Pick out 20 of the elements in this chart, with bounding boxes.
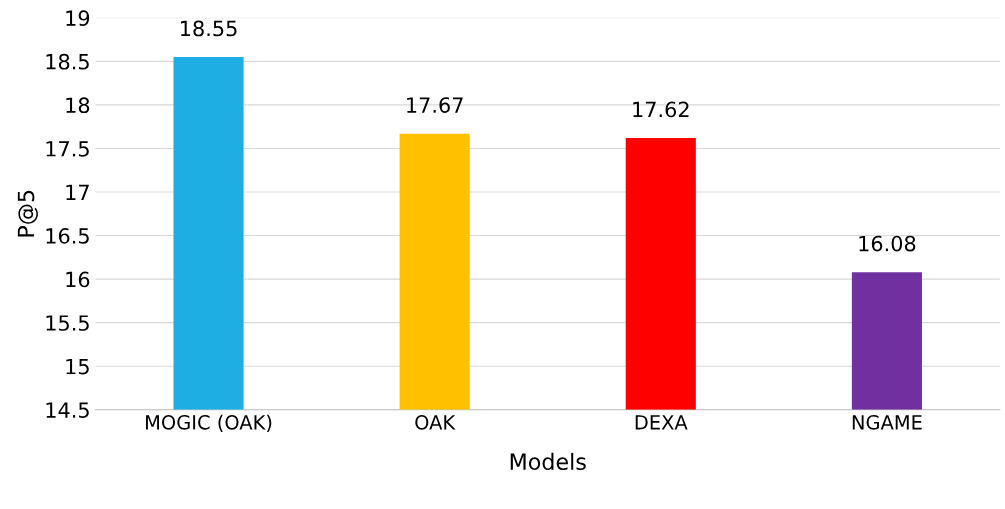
x-tick-label: DEXA: [635, 415, 688, 430]
x-tick-label: NGAME: [852, 414, 922, 430]
y-tick-label: 15.5: [46, 315, 89, 331]
data-label: 17.62: [633, 101, 689, 118]
data-label: 17.67: [407, 97, 463, 113]
y-tick-label: 18: [66, 97, 90, 114]
y-tick-label: 18.5: [46, 53, 89, 70]
x-tick-label: MOGIC (OAK): [146, 414, 272, 432]
data-label: 18.55: [181, 20, 237, 37]
y-tick-label: 16: [66, 271, 90, 288]
y-axis-title: P@5: [17, 190, 38, 237]
x-axis-title: Models: [510, 452, 586, 471]
y-tick-label: 14.5: [46, 402, 89, 418]
x-tick-label: OAK: [415, 414, 456, 430]
y-tick-label: 15: [66, 358, 89, 375]
y-tick-label: 17: [66, 184, 89, 200]
data-label: 16.08: [859, 235, 916, 252]
y-tick-label: 17.5: [46, 141, 89, 157]
y-tick-label: 19: [66, 10, 90, 27]
y-tick-label: 16.5: [46, 228, 89, 244]
